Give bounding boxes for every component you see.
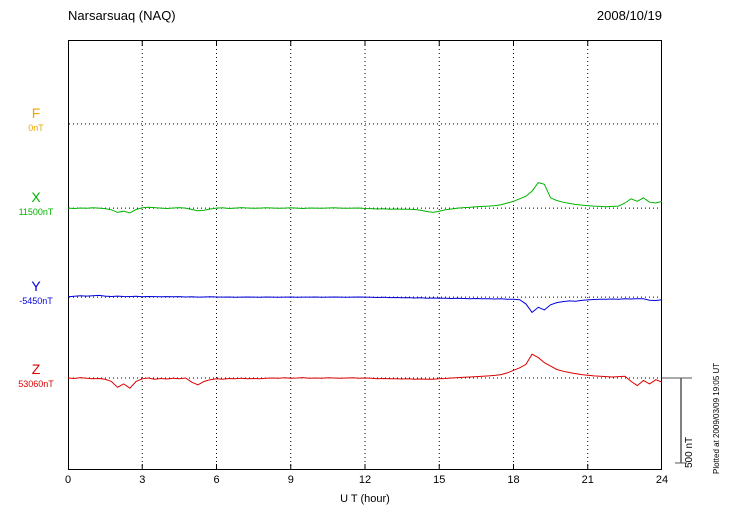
trace-baseline-x: 11500nT [18, 207, 54, 217]
trace-baseline-z: 53060nT [18, 379, 54, 389]
trace-label-f: F 0nT [6, 106, 66, 133]
scalebar-label: 500 nT [684, 436, 695, 468]
station-title: Narsarsuaq (NAQ) [68, 8, 176, 23]
plot-credit: Plotted at 2009/03/09 19:05 UT [712, 362, 721, 474]
trace-letter-y: Y [31, 278, 41, 294]
x-tick-label: 0 [64, 474, 72, 486]
trace-Z [68, 353, 662, 389]
trace-letter-x: X [31, 189, 41, 205]
trace-label-x: X 11500nT [6, 190, 66, 217]
trace-label-z: Z 53060nT [6, 362, 66, 389]
trace-Y [68, 294, 662, 314]
trace-baseline-y: -5450nT [19, 296, 53, 306]
x-tick-label: 9 [287, 474, 294, 486]
x-tick-label: 15 [433, 474, 446, 486]
trace-label-y: Y -5450nT [6, 279, 66, 306]
x-tick-label: 24 [655, 474, 669, 486]
scale-bar [662, 377, 692, 464]
plot-frame [68, 40, 662, 470]
trace-baseline-f: 0nT [28, 123, 44, 133]
x-axis: 0 3 6 9 12 15 18 21 24 [65, 474, 668, 488]
magnetogram-plot [68, 40, 662, 470]
x-tick-label: 12 [358, 474, 372, 486]
x-tick-label: 21 [581, 474, 594, 486]
x-tick-label: 3 [139, 474, 146, 486]
x-tick-label: 6 [213, 474, 220, 486]
x-tick-label: 18 [507, 474, 520, 486]
trace-letter-f: F [31, 105, 41, 121]
plot-date: 2008/10/19 [596, 8, 662, 23]
trace-X [68, 182, 662, 214]
x-axis-title: U T (hour) [340, 493, 390, 505]
trace-letter-z: Z [31, 361, 41, 377]
